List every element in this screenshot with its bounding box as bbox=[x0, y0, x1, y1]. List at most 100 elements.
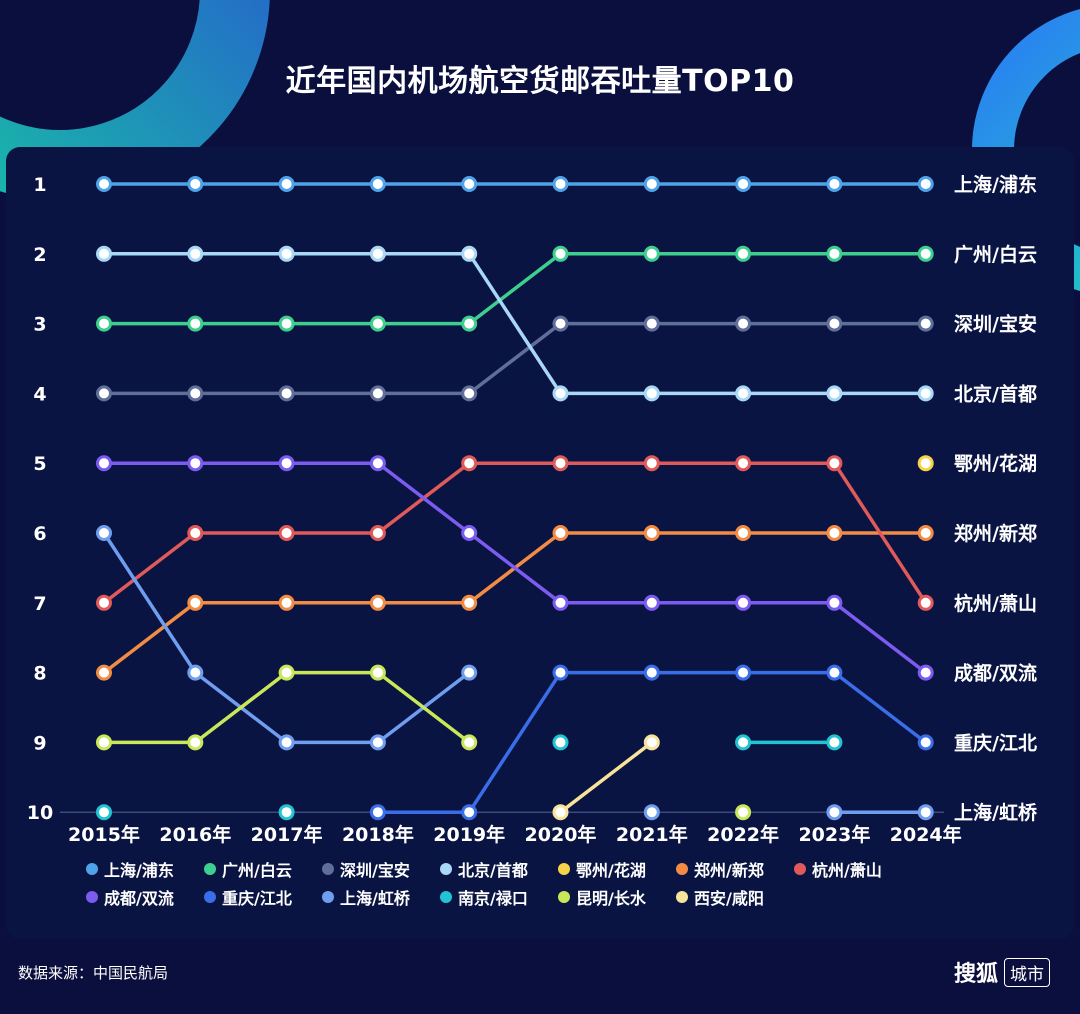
y-tick-label: 7 bbox=[33, 593, 46, 615]
legend-swatch bbox=[322, 863, 334, 875]
data-point bbox=[369, 176, 386, 192]
x-tick-label: 2020年 bbox=[525, 823, 597, 846]
legend-label: 深圳/宝安 bbox=[340, 861, 410, 880]
data-point bbox=[826, 734, 843, 751]
data-point bbox=[187, 245, 204, 262]
y-tick-label: 5 bbox=[33, 453, 46, 475]
data-point bbox=[187, 176, 204, 192]
data-point bbox=[552, 594, 569, 611]
legend-item: 上海/浦东 bbox=[86, 857, 204, 881]
series-line-4 bbox=[102, 252, 928, 396]
data-point bbox=[187, 315, 204, 332]
data-point bbox=[735, 385, 752, 402]
x-tick-label: 2015年 bbox=[68, 823, 140, 846]
data-point bbox=[552, 245, 569, 262]
legend-item: 深圳/宝安 bbox=[322, 857, 440, 881]
data-point bbox=[461, 176, 478, 192]
x-tick-label: 2019年 bbox=[433, 823, 505, 846]
legend-item: 重庆/江北 bbox=[204, 885, 322, 909]
data-point bbox=[826, 315, 843, 332]
data-point bbox=[643, 176, 660, 192]
data-point bbox=[917, 176, 934, 192]
legend-row: 上海/浦东 广州/白云 深圳/宝安 北京/首都 鄂州/花湖 郑州/新郑 杭州/萧山 bbox=[86, 855, 946, 883]
data-point bbox=[278, 245, 295, 262]
data-point bbox=[461, 594, 478, 611]
x-tick-label: 2022年 bbox=[707, 823, 779, 846]
data-point bbox=[369, 594, 386, 611]
legend-label: 上海/虹桥 bbox=[340, 889, 410, 908]
legend: 上海/浦东 广州/白云 深圳/宝安 北京/首都 鄂州/花湖 郑州/新郑 杭州/萧山 成都/双… bbox=[86, 855, 946, 911]
data-point bbox=[643, 734, 660, 751]
end-label: 广州/白云 bbox=[954, 243, 1037, 266]
data-point bbox=[278, 315, 295, 332]
data-point bbox=[187, 734, 204, 751]
series-line-10 bbox=[102, 531, 471, 745]
data-point bbox=[96, 664, 112, 681]
legend-swatch bbox=[676, 863, 688, 875]
legend-swatch bbox=[204, 891, 216, 903]
data-point bbox=[735, 734, 752, 751]
x-tick-label: 2016年 bbox=[159, 823, 231, 846]
legend-label: 鄂州/花湖 bbox=[576, 861, 646, 880]
data-point bbox=[369, 734, 386, 751]
end-label: 郑州/新郑 bbox=[954, 522, 1037, 545]
data-point bbox=[369, 455, 386, 472]
data-point bbox=[552, 176, 569, 192]
data-point bbox=[826, 455, 843, 472]
data-point bbox=[96, 385, 112, 402]
data-point bbox=[461, 315, 478, 332]
legend-swatch bbox=[86, 891, 98, 903]
legend-label: 西安/咸阳 bbox=[694, 889, 764, 908]
end-label: 深圳/宝安 bbox=[954, 313, 1037, 336]
data-point bbox=[643, 664, 660, 681]
legend-label: 昆明/长水 bbox=[576, 889, 646, 908]
data-point bbox=[278, 385, 295, 402]
data-point bbox=[96, 734, 112, 751]
series-line-13 bbox=[558, 740, 654, 814]
legend-label: 南京/禄口 bbox=[458, 889, 528, 908]
x-tick-label: 2017年 bbox=[251, 823, 323, 846]
data-point bbox=[369, 664, 386, 681]
end-label: 成都/双流 bbox=[954, 662, 1037, 685]
legend-item: 上海/虹桥 bbox=[322, 885, 440, 909]
data-point bbox=[735, 176, 752, 192]
data-point bbox=[552, 664, 569, 681]
series-line-8 bbox=[102, 461, 928, 675]
data-point bbox=[461, 245, 478, 262]
data-point bbox=[369, 804, 386, 821]
data-point bbox=[278, 734, 295, 751]
data-point bbox=[643, 804, 660, 821]
legend-label: 郑州/新郑 bbox=[694, 861, 764, 880]
legend-item: 成都/双流 bbox=[86, 885, 204, 909]
data-point bbox=[643, 315, 660, 332]
legend-item: 鄂州/花湖 bbox=[558, 857, 676, 881]
data-point bbox=[917, 455, 934, 472]
end-label: 上海/浦东 bbox=[954, 173, 1037, 196]
x-tick-label: 2023年 bbox=[798, 823, 870, 846]
data-point bbox=[643, 525, 660, 541]
data-point bbox=[96, 594, 112, 611]
data-point bbox=[735, 315, 752, 332]
legend-item: 南京/禄口 bbox=[440, 885, 558, 909]
data-point bbox=[643, 594, 660, 611]
data-point bbox=[917, 385, 934, 402]
data-point bbox=[552, 804, 569, 821]
legend-swatch bbox=[558, 891, 570, 903]
data-point bbox=[826, 245, 843, 262]
data-point bbox=[187, 385, 204, 402]
legend-swatch bbox=[558, 863, 570, 875]
legend-item: 北京/首都 bbox=[440, 857, 558, 881]
legend-swatch bbox=[794, 863, 806, 875]
end-label: 重庆/江北 bbox=[954, 731, 1037, 754]
y-tick-label: 9 bbox=[33, 732, 46, 754]
data-point bbox=[278, 664, 295, 681]
legend-item: 昆明/长水 bbox=[558, 885, 676, 909]
legend-swatch bbox=[676, 891, 688, 903]
legend-swatch bbox=[204, 863, 216, 875]
series-line-2 bbox=[102, 252, 928, 326]
data-point bbox=[826, 664, 843, 681]
y-tick-label: 8 bbox=[33, 663, 46, 685]
series-line-12 bbox=[102, 670, 471, 745]
legend-item: 西安/咸阳 bbox=[676, 885, 794, 909]
data-point bbox=[826, 594, 843, 611]
